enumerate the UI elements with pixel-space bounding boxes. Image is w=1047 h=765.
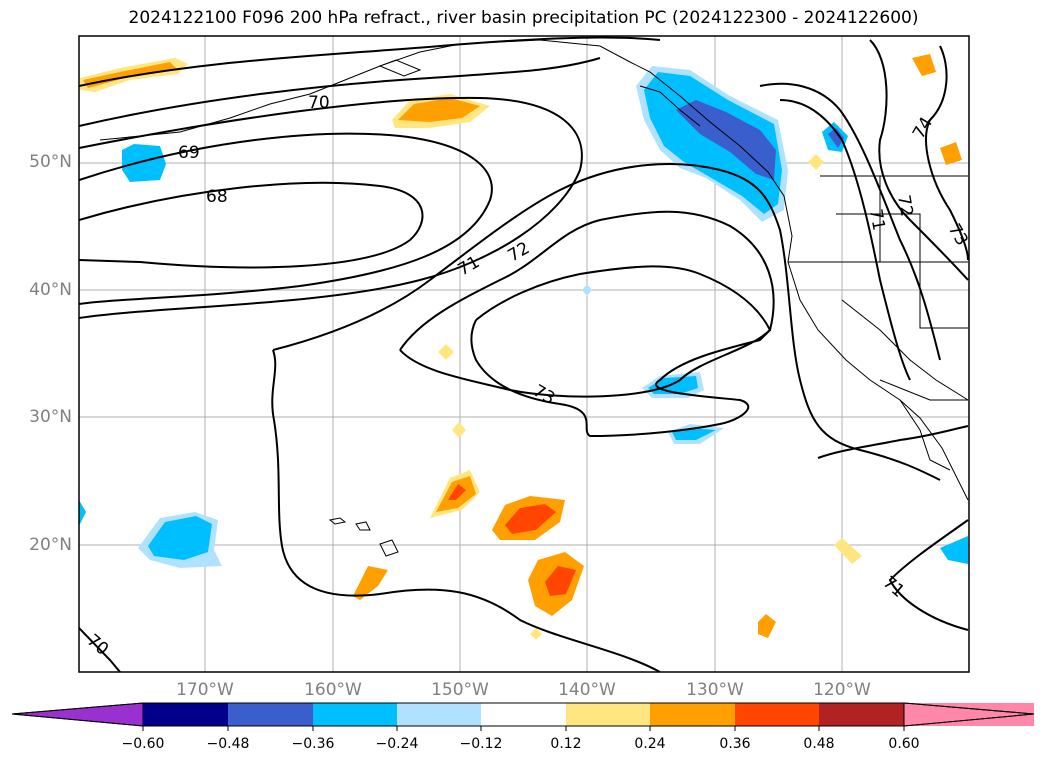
precip-pos-patch	[912, 54, 936, 76]
contour-label: 70	[83, 631, 112, 660]
colorbar-tick-label: −0.48	[206, 736, 250, 752]
colorbar-swatch	[228, 703, 313, 726]
precip-pos-patch	[545, 566, 576, 596]
colorbar-swatch	[650, 703, 735, 726]
colorbar-swatch	[566, 703, 650, 726]
map-area: 69 68 70 71 72 73 74 71 72 73 71 70	[79, 36, 972, 672]
precip-neg-patch	[122, 144, 166, 182]
lat-label-50n: 50°N	[29, 152, 72, 172]
lon-label-170w: 170°W	[176, 680, 234, 700]
precip-neg-patch	[644, 72, 782, 214]
refractivity-contours	[79, 36, 969, 672]
colorbar-tick-label: 0.12	[550, 736, 582, 752]
contour-label: 73	[944, 221, 972, 250]
colorbar-tick-label: 0.48	[803, 736, 835, 752]
colorbar-tick-label: −0.12	[459, 736, 503, 752]
coastlines	[99, 39, 969, 557]
lon-label-140w: 140°W	[558, 680, 616, 700]
map-frame	[78, 35, 970, 673]
contour-label: 70	[308, 93, 330, 113]
precip-neg-patch	[940, 536, 968, 564]
lat-label-30n: 30°N	[29, 407, 72, 427]
contour-labels: 69 68 70 71 72 73 74 71 72 73 71 70	[83, 93, 972, 660]
colorbar-tick-label: 0.36	[719, 736, 751, 752]
precip-pos-patch	[530, 628, 542, 640]
lon-label-150w: 150°W	[431, 680, 489, 700]
contour-label: 72	[893, 193, 916, 218]
precip-pos-patch	[758, 614, 776, 638]
colorbar-tick-label: −0.60	[121, 736, 165, 752]
contour-label: 68	[206, 187, 228, 207]
precip-pos-patch	[834, 538, 862, 564]
precip-neg-patch	[676, 100, 776, 180]
precip-neg-patch	[828, 128, 844, 148]
lat-label-40n: 40°N	[29, 280, 72, 300]
colorbar	[11, 702, 1035, 731]
precip-pos-patch	[398, 98, 480, 122]
precip-neg-patch	[79, 500, 86, 526]
precip-pos-patch	[505, 504, 556, 534]
map-title: 2024122100 F096 200 hPa refract., river …	[128, 8, 919, 28]
contour-label: 71	[865, 207, 888, 232]
colorbar-swatch	[819, 703, 904, 726]
colorbar-tick-label: −0.36	[291, 736, 335, 752]
precip-pos-patch	[438, 344, 454, 360]
colorbar-swatch	[313, 703, 397, 726]
colorbar-tick-label: −0.24	[375, 736, 419, 752]
colorbar-tick-label: 0.24	[634, 736, 666, 752]
contour-label: 69	[178, 143, 200, 163]
precip-neg-patch	[582, 284, 592, 296]
contour-label: 71	[455, 252, 484, 280]
colorbar-swatch	[143, 703, 228, 726]
precip-pos-patch	[448, 484, 466, 500]
precip-neg-patch	[672, 428, 716, 440]
precip-pos-patch	[452, 422, 466, 438]
lon-label-130w: 130°W	[686, 680, 744, 700]
contour-label: 73	[530, 381, 559, 409]
colorbar-swatch	[735, 703, 819, 726]
precip-pos-patch	[808, 154, 824, 170]
colorbar-swatch	[397, 703, 481, 726]
colorbar-extend-low	[11, 702, 144, 727]
precip-pos-patch	[353, 566, 388, 600]
precip-neg-patch	[148, 516, 212, 560]
lon-label-160w: 160°W	[304, 680, 362, 700]
precip-pos-patch	[940, 142, 962, 165]
precip-fills	[79, 54, 968, 640]
lon-label-120w: 120°W	[813, 680, 871, 700]
colorbar-tick-label: 0.60	[888, 736, 920, 752]
colorbar-swatch	[481, 703, 566, 726]
lat-label-20n: 20°N	[29, 535, 72, 555]
